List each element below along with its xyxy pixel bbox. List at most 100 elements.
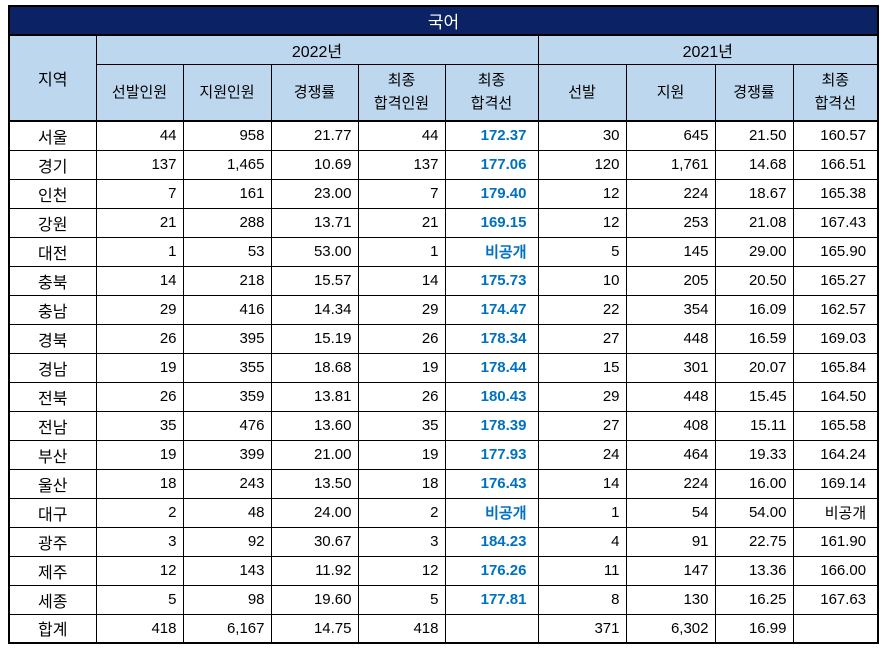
table-body: 서울 44 958 21.77 44 172.37 30 645 21.50 160.57 경기 13…	[8, 120, 879, 644]
table-row: 광주 3 92 30.67 3 184.23 4 91 22.75 161.90	[8, 526, 879, 557]
cell-value: 5	[357, 584, 446, 615]
cell-value: 19.60	[270, 584, 359, 615]
cell-value: 30.67	[270, 526, 359, 557]
cell-value: 448	[625, 323, 716, 354]
page: 국어 지역 2022년 2021년 선발인원 지원인원 경쟁률 최종 합격인원 최종 합…	[8, 5, 880, 644]
cell-final-cutline-2021: 164.50	[792, 381, 879, 412]
cell-final-cutline-2021: 167.43	[792, 207, 879, 238]
table-row: 경남 19 355 18.68 19 178.44 15 301 20.07 165.84	[8, 352, 879, 383]
cell-value: 137	[95, 149, 184, 180]
table-row: 인천 7 161 23.00 7 179.40 12 224 18.67 165.38	[8, 178, 879, 209]
col-header-2022-4: 최종 합격선	[444, 63, 539, 122]
cell-value: 12	[537, 207, 627, 238]
cell-value: 2	[95, 497, 184, 528]
cell-value: 19	[357, 439, 446, 470]
title-row: 국어	[8, 5, 879, 36]
cell-value: 26	[95, 323, 184, 354]
cell-value: 26	[357, 323, 446, 354]
cell-value: 120	[537, 149, 627, 180]
cell-value: 53	[182, 236, 272, 267]
cell-value: 4	[537, 526, 627, 557]
cell-value: 11	[537, 555, 627, 586]
cell-value: 18	[95, 468, 184, 499]
cell-value: 16.09	[714, 294, 794, 325]
cell-value: 137	[357, 149, 446, 180]
cell-final-cutline-2022: 177.93	[444, 439, 539, 470]
cell-value: 23.00	[270, 178, 359, 209]
table-row: 제주 12 143 11.92 12 176.26 11 147 13.36 166.00	[8, 555, 879, 586]
cell-value: 371	[537, 613, 627, 644]
cell-final-cutline-2021: 165.90	[792, 236, 879, 267]
cell-final-cutline-2021: 167.63	[792, 584, 879, 615]
cell-value: 21	[95, 207, 184, 238]
col-group-2022: 2022년	[95, 34, 539, 65]
cell-value: 35	[95, 410, 184, 441]
cell-value: 21	[357, 207, 446, 238]
col-header-2021-2: 경쟁률	[714, 63, 794, 122]
cell-value: 1,761	[625, 149, 716, 180]
cell-final-cutline-2022: 175.73	[444, 265, 539, 296]
year-header-row: 지역 2022년 2021년	[8, 34, 879, 122]
cell-value: 6,167	[182, 613, 272, 644]
cell-value: 48	[182, 497, 272, 528]
cell-value: 13.71	[270, 207, 359, 238]
table-row: 전북 26 359 13.81 26 180.43 29 448 15.45 164.50	[8, 381, 879, 412]
cell-value: 21.77	[270, 120, 359, 151]
col-header-region: 지역	[8, 34, 97, 122]
cell-value: 21.00	[270, 439, 359, 470]
col-header-2021-0: 선발	[537, 63, 627, 122]
cell-value: 355	[182, 352, 272, 383]
cell-value: 161	[182, 178, 272, 209]
cell-final-cutline-2022: 178.44	[444, 352, 539, 383]
table-row: 서울 44 958 21.77 44 172.37 30 645 21.50 160.57	[8, 120, 879, 151]
cell-final-cutline-2021: 162.57	[792, 294, 879, 325]
cell-value: 1	[357, 236, 446, 267]
cell-value: 145	[625, 236, 716, 267]
cell-value: 14	[537, 468, 627, 499]
cell-value: 395	[182, 323, 272, 354]
cell-value: 16.25	[714, 584, 794, 615]
cell-value: 301	[625, 352, 716, 383]
cell-value: 448	[625, 381, 716, 412]
cell-value: 19	[357, 352, 446, 383]
cell-value: 5	[537, 236, 627, 267]
table-row: 경기 137 1,465 10.69 137 177.06 120 1,761 14.68 166…	[8, 149, 879, 180]
col-header-2022-2: 경쟁률	[270, 63, 359, 122]
cell-value: 10.69	[270, 149, 359, 180]
cell-value: 54	[625, 497, 716, 528]
region-cell: 서울	[8, 120, 97, 151]
cell-final-cutline-2022: 172.37	[444, 120, 539, 151]
cell-final-cutline-2022: 178.34	[444, 323, 539, 354]
cell-value: 21.08	[714, 207, 794, 238]
col-header-2022-0: 선발인원	[95, 63, 184, 122]
cell-value: 464	[625, 439, 716, 470]
region-cell: 울산	[8, 468, 97, 499]
region-cell: 충남	[8, 294, 97, 325]
cell-value: 224	[625, 468, 716, 499]
cell-value: 18.68	[270, 352, 359, 383]
col-group-2021: 2021년	[537, 34, 879, 65]
cell-final-cutline-2022: 177.81	[444, 584, 539, 615]
region-cell: 강원	[8, 207, 97, 238]
cell-value: 8	[537, 584, 627, 615]
cell-value: 20.50	[714, 265, 794, 296]
table-title: 국어	[8, 5, 879, 36]
cell-value: 418	[357, 613, 446, 644]
cell-value: 22	[537, 294, 627, 325]
region-cell: 경남	[8, 352, 97, 383]
cell-value: 22.75	[714, 526, 794, 557]
cell-value: 359	[182, 381, 272, 412]
cell-final-cutline-2021: 160.57	[792, 120, 879, 151]
region-cell: 부산	[8, 439, 97, 470]
table-row: 충북 14 218 15.57 14 175.73 10 205 20.50 165.27	[8, 265, 879, 296]
cell-value: 13.36	[714, 555, 794, 586]
cell-value: 7	[95, 178, 184, 209]
cell-value: 14.68	[714, 149, 794, 180]
cell-value: 29	[537, 381, 627, 412]
cell-value: 147	[625, 555, 716, 586]
cell-value: 14.34	[270, 294, 359, 325]
cell-value: 53.00	[270, 236, 359, 267]
cell-value: 10	[537, 265, 627, 296]
cell-value: 16.59	[714, 323, 794, 354]
cell-value: 16.99	[714, 613, 794, 644]
